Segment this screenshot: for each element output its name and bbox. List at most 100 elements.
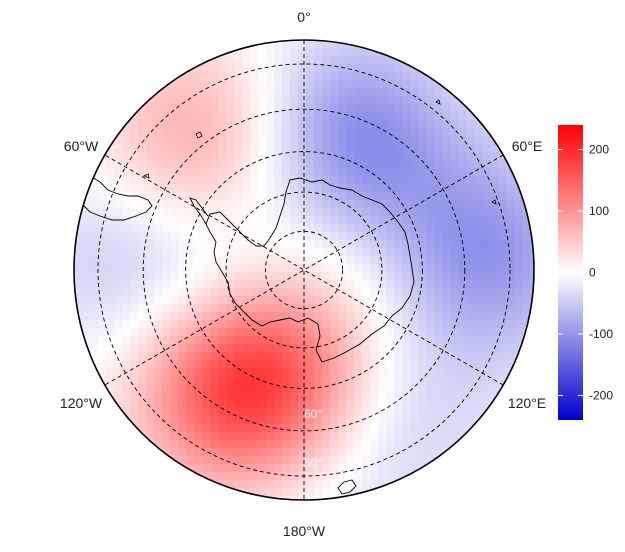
field-cell [154, 184, 163, 193]
field-cell [410, 368, 419, 377]
field-cell [410, 144, 419, 153]
field-cell [146, 144, 155, 153]
field-cell [474, 320, 483, 329]
field-cell [378, 232, 387, 241]
field-cell [458, 360, 467, 369]
field-cell [410, 408, 419, 417]
field-cell [266, 72, 275, 81]
field-cell [370, 416, 379, 425]
field-cell [210, 232, 219, 241]
field-cell [498, 184, 507, 193]
field-cell [202, 64, 211, 73]
field-cell [514, 256, 523, 265]
field-cell [122, 240, 131, 249]
field-cell [266, 240, 275, 249]
field-cell [306, 368, 315, 377]
field-cell [186, 216, 195, 225]
field-cell [210, 384, 219, 393]
field-cell [210, 472, 219, 481]
field-cell [514, 320, 523, 329]
field-cell [466, 184, 475, 193]
field-cell [130, 144, 139, 153]
map-frame [73, 39, 535, 501]
field-cell [394, 240, 403, 249]
latitude-circle [264, 230, 344, 310]
field-cell [162, 184, 171, 193]
field-cell [466, 280, 475, 289]
field-cell [346, 104, 355, 113]
field-cell [322, 384, 331, 393]
field-cell [170, 216, 179, 225]
field-cell [322, 472, 331, 481]
field-cell [258, 432, 267, 441]
field-cell [98, 208, 107, 217]
field-cell [122, 216, 131, 225]
field-cell [234, 480, 243, 489]
field-cell [282, 296, 291, 305]
field-cell [522, 304, 531, 313]
field-cell [314, 456, 323, 465]
field-cell [146, 88, 155, 97]
field-cell [130, 208, 139, 217]
field-cell [306, 360, 315, 369]
field-cell [434, 408, 443, 417]
field-cell [346, 448, 355, 457]
field-cell [458, 152, 467, 161]
field-cell [266, 472, 275, 481]
field-cell [330, 136, 339, 145]
field-cell [138, 192, 147, 201]
field-cell [394, 464, 403, 473]
field-cell [298, 160, 307, 169]
field-cell [498, 248, 507, 257]
field-cell [162, 440, 171, 449]
field-cell [434, 248, 443, 257]
field-cell [306, 416, 315, 425]
field-cell [314, 288, 323, 297]
field-cell [266, 480, 275, 489]
field-cell [402, 392, 411, 401]
field-cell [298, 48, 307, 57]
field-cell [202, 312, 211, 321]
field-cell [394, 224, 403, 233]
field-cell [362, 184, 371, 193]
field-cell [146, 408, 155, 417]
field-cell [442, 232, 451, 241]
field-cell [210, 376, 219, 385]
field-cell [426, 416, 435, 425]
field-cell [346, 232, 355, 241]
field-cell [154, 368, 163, 377]
field-cell [282, 304, 291, 313]
field-cell [106, 176, 115, 185]
field-cell [330, 352, 339, 361]
field-cell [418, 112, 427, 121]
field-cell [362, 192, 371, 201]
field-cell [162, 256, 171, 265]
field-cell [410, 336, 419, 345]
field-cell [114, 328, 123, 337]
field-cell [426, 120, 435, 129]
field-cell [410, 272, 419, 281]
field-cell [130, 296, 139, 305]
field-cell [298, 144, 307, 153]
field-cell [426, 304, 435, 313]
field-cell [290, 272, 299, 281]
field-cell [138, 264, 147, 273]
colorbar-tick-label: 200 [589, 143, 609, 157]
field-cell [130, 384, 139, 393]
field-cell [458, 384, 467, 393]
field-cell [354, 400, 363, 409]
field-cell [178, 368, 187, 377]
field-cell [506, 320, 515, 329]
field-cell [210, 368, 219, 377]
field-cell [106, 272, 115, 281]
field-cell [138, 104, 147, 113]
field-cell [418, 200, 427, 209]
field-cell [474, 408, 483, 417]
field-cell [402, 272, 411, 281]
field-cell [474, 384, 483, 393]
field-cell [178, 408, 187, 417]
field-cell [442, 224, 451, 233]
field-cell [202, 408, 211, 417]
field-cell [490, 352, 499, 361]
field-cell [194, 368, 203, 377]
